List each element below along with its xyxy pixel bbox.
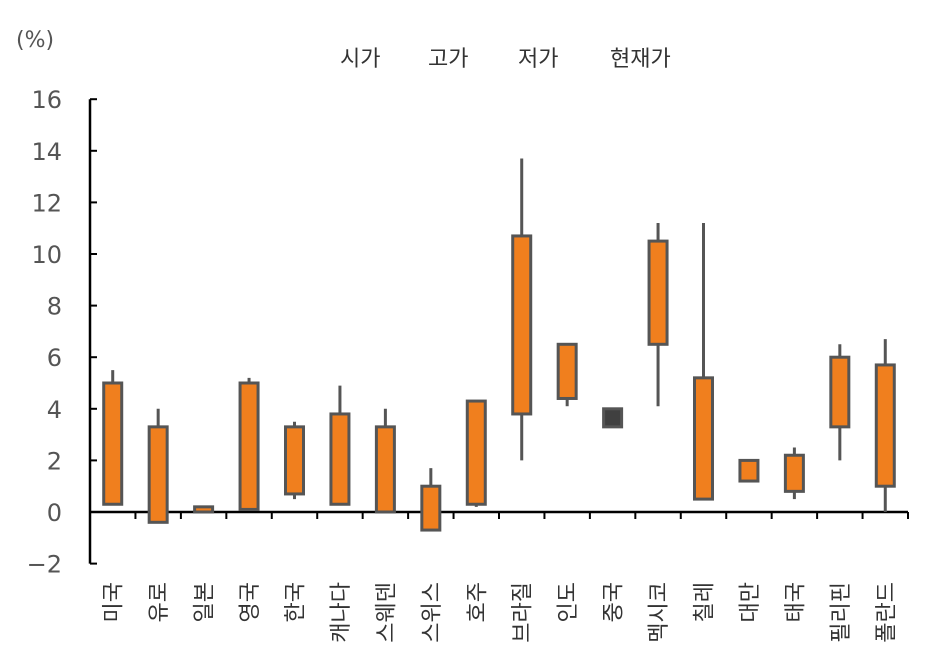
y-tick-label: 12 bbox=[31, 189, 62, 217]
candle-body bbox=[647, 239, 669, 346]
category-label: 필리핀 bbox=[829, 582, 854, 643]
candle bbox=[874, 339, 896, 512]
y-unit-label: (%) bbox=[16, 28, 54, 53]
category-label: 중국 bbox=[602, 582, 627, 622]
candle bbox=[602, 407, 624, 429]
y-tick-label: 0 bbox=[47, 499, 62, 527]
axes: −2 0 2 4 6 8 10 12 14 16 bbox=[27, 86, 909, 579]
candle bbox=[238, 377, 260, 511]
candle bbox=[738, 458, 760, 483]
legend: 시가 고가 저가 현재가 bbox=[340, 47, 671, 72]
candle-body bbox=[102, 381, 124, 506]
legend-low: 저가 bbox=[518, 47, 558, 72]
candle-body bbox=[738, 458, 760, 483]
y-tick-label: 2 bbox=[47, 447, 62, 475]
y-tick-label: −2 bbox=[27, 551, 62, 579]
category-label: 캐나다 bbox=[329, 582, 354, 643]
candle bbox=[465, 399, 487, 507]
category-label: 영국 bbox=[238, 582, 263, 622]
candle-body bbox=[829, 355, 851, 429]
candle bbox=[284, 421, 305, 500]
y-tick-label: 4 bbox=[47, 396, 62, 424]
category-label: 대만 bbox=[738, 582, 763, 622]
y-tick-label: 10 bbox=[31, 241, 62, 269]
candle-body bbox=[602, 407, 624, 429]
category-label: 칠레 bbox=[693, 582, 718, 622]
category-label: 브라질 bbox=[511, 582, 536, 643]
candle bbox=[102, 370, 124, 506]
category-label: 스웨덴 bbox=[374, 582, 399, 643]
candle-body bbox=[420, 484, 442, 532]
candle bbox=[374, 408, 396, 514]
y-tick-label: 8 bbox=[47, 293, 62, 321]
candle-body bbox=[193, 505, 215, 514]
candle bbox=[329, 385, 351, 506]
candles bbox=[102, 158, 896, 532]
candle-body bbox=[556, 342, 578, 400]
candle bbox=[193, 505, 215, 514]
candle-body bbox=[511, 234, 533, 416]
candle bbox=[829, 344, 851, 461]
category-label: 호주 bbox=[465, 582, 490, 622]
candle-body bbox=[238, 381, 260, 511]
legend-open: 시가 bbox=[340, 47, 380, 72]
category-label: 유로 bbox=[147, 582, 172, 622]
candle-body bbox=[465, 399, 487, 506]
y-tick-label: 16 bbox=[31, 86, 62, 114]
category-label: 태국 bbox=[783, 582, 808, 622]
legend-high: 고가 bbox=[428, 47, 468, 72]
category-label: 스위스 bbox=[420, 582, 445, 643]
legend-close: 현재가 bbox=[610, 47, 671, 72]
y-tick-label: 14 bbox=[31, 138, 62, 166]
candle bbox=[783, 447, 805, 500]
category-label: 한국 bbox=[284, 582, 309, 622]
candle-body bbox=[147, 425, 169, 524]
candle-body bbox=[693, 376, 714, 501]
candle-body bbox=[284, 425, 305, 496]
candle bbox=[647, 223, 669, 407]
candle bbox=[556, 342, 578, 407]
y-tick-label: 6 bbox=[47, 344, 62, 372]
candle-body bbox=[783, 453, 805, 493]
candle-body bbox=[374, 425, 396, 514]
candle bbox=[420, 468, 442, 532]
category-label: 미국 bbox=[102, 582, 127, 622]
candle-body bbox=[329, 412, 351, 506]
candle bbox=[693, 223, 714, 501]
candle-body bbox=[874, 363, 896, 488]
candle bbox=[147, 408, 169, 524]
category-label: 멕시코 bbox=[647, 582, 672, 643]
category-label: 폴란드 bbox=[874, 582, 899, 643]
category-labels: 미국 유로 일본 영국 한국 캐나다 스웨덴 스위스 호주 브라질 인도 중국 멕시코 칠레 대만 태국 필리핀… bbox=[102, 582, 900, 643]
category-label: 일본 bbox=[193, 582, 218, 622]
candle bbox=[511, 158, 533, 461]
category-label: 인도 bbox=[556, 582, 581, 622]
